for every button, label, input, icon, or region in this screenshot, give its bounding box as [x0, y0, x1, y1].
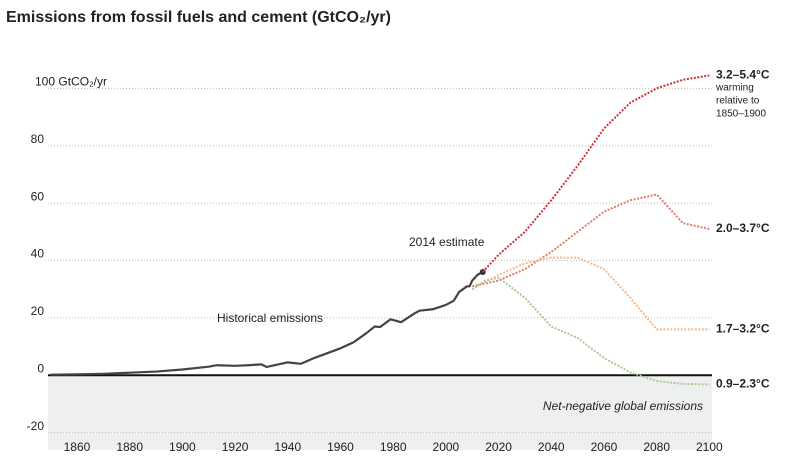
- negative-region: [48, 375, 712, 450]
- annotation: Net-negative global emissions: [543, 399, 703, 413]
- x-tick-label: 1940: [274, 440, 301, 454]
- y-tick-label: -20: [27, 419, 45, 433]
- note: relative to: [716, 96, 760, 107]
- x-tick-label: 1980: [380, 440, 407, 454]
- x-tick-label: 2020: [485, 440, 512, 454]
- x-tick-label: 2080: [643, 440, 670, 454]
- y-tick-label: 20: [31, 304, 45, 318]
- series-annotation: Historical emissions: [217, 311, 323, 325]
- x-tick-label: 2000: [433, 440, 460, 454]
- series-line: [471, 256, 710, 331]
- series-line: [50, 271, 484, 376]
- note: warming: [715, 83, 754, 94]
- x-tick-label: 1860: [64, 440, 91, 454]
- x-tick-label: 2060: [591, 440, 618, 454]
- legend-label: 3.2–5.4°C: [716, 68, 770, 82]
- series-line: [482, 74, 710, 273]
- series-line: [471, 276, 710, 386]
- y-tick-label: 60: [31, 189, 45, 203]
- note: 1850–1900: [716, 109, 766, 120]
- annotation: 2014 estimate: [409, 235, 485, 249]
- x-tick-label: 1920: [222, 440, 249, 454]
- legend-label: 2.0–3.7°C: [716, 221, 770, 235]
- y-tick-label: 40: [31, 247, 45, 261]
- x-tick-label: 1960: [327, 440, 354, 454]
- y-tick-label: 0: [37, 361, 44, 375]
- chart-title: Emissions from fossil fuels and cement (…: [6, 9, 391, 26]
- legend-label: 0.9–2.3°C: [716, 377, 770, 391]
- x-tick-label: 1900: [169, 440, 196, 454]
- y-tick-label: 80: [31, 132, 45, 146]
- x-tick-label: 1880: [116, 440, 143, 454]
- series-line: [472, 193, 710, 288]
- y-tick-label: 100 GtCO₂/yr: [35, 75, 107, 89]
- x-tick-label: 2100: [696, 440, 723, 454]
- legend-label: 1.7–3.2°C: [716, 322, 770, 336]
- x-tick-label: 2040: [538, 440, 565, 454]
